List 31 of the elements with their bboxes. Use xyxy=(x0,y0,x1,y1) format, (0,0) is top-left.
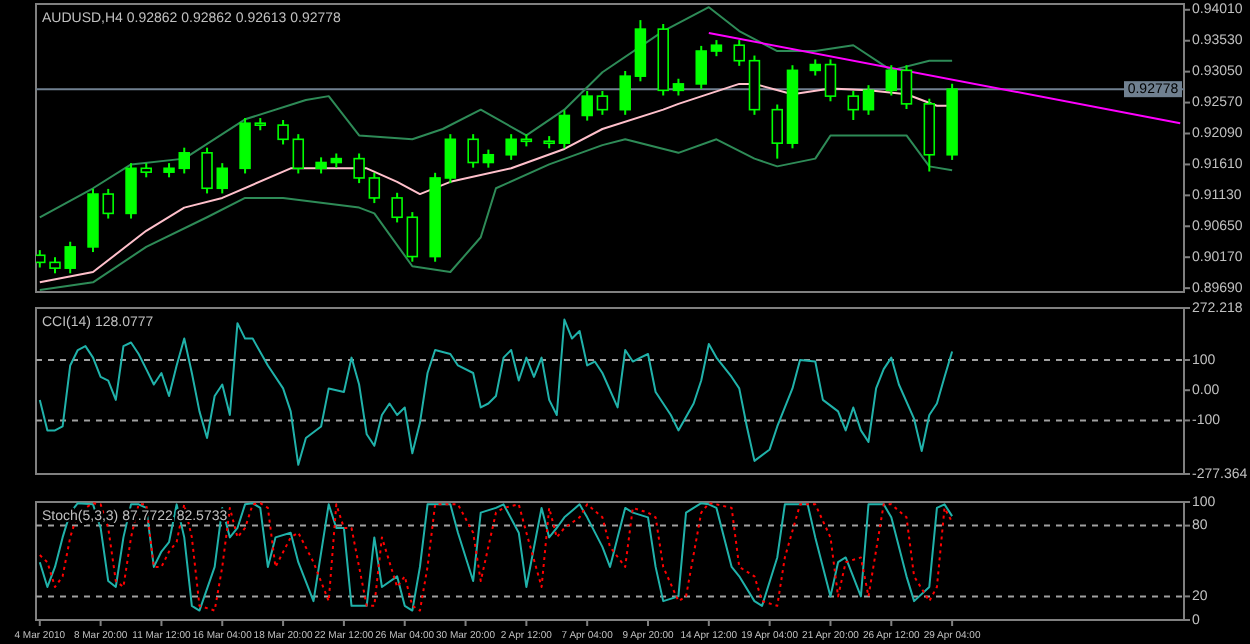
candlestick xyxy=(824,58,837,103)
candlestick xyxy=(505,133,517,161)
candlestick xyxy=(900,64,913,111)
line-series xyxy=(38,134,954,292)
line-series xyxy=(38,502,954,612)
candlestick xyxy=(178,146,190,175)
candlestick xyxy=(634,19,647,83)
candlestick xyxy=(482,148,495,169)
candlestick xyxy=(444,133,457,185)
candlestick xyxy=(239,117,251,175)
line-series xyxy=(38,6,954,219)
candlestick xyxy=(695,44,707,91)
candlestick xyxy=(733,39,745,67)
candlestick xyxy=(292,133,305,175)
candlestick xyxy=(581,89,593,122)
candlestick xyxy=(771,103,783,160)
candlestick xyxy=(391,191,403,224)
candlestick xyxy=(201,146,213,195)
candlestick xyxy=(467,133,479,169)
candlestick xyxy=(353,152,365,185)
candlestick xyxy=(885,64,898,97)
candlestick xyxy=(862,84,875,116)
candlestick xyxy=(368,171,381,205)
candlestick xyxy=(558,109,571,150)
candlestick xyxy=(277,118,289,146)
candlestick xyxy=(619,70,631,116)
line-series xyxy=(38,318,954,466)
candlestick xyxy=(406,211,419,263)
candlestick xyxy=(596,89,609,116)
candlestick xyxy=(847,89,860,121)
candlestick xyxy=(216,162,229,195)
